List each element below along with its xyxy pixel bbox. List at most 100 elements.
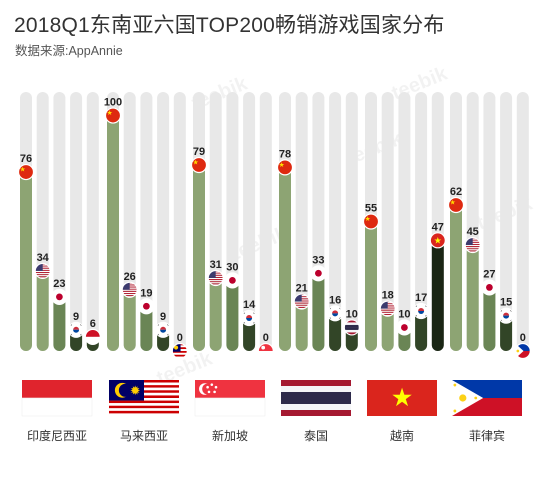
bar-track [516,92,529,351]
bar-track [157,92,170,351]
value-label: 0 [520,332,526,344]
korea-flag-icon [327,305,344,322]
china-flag-icon: ★ [104,107,122,124]
indonesia-flag-icon [84,328,101,345]
bar-vietnam [431,240,444,351]
japan-flag-icon [310,265,327,282]
svg-text:✹: ✹ [130,384,141,399]
bar-japan [140,306,153,351]
malaysia-flag-icon [171,342,188,360]
philippines-flag-icon [452,380,522,416]
japan-flag-icon [138,298,155,315]
bar-korea [415,310,428,351]
bar-group-indonesia: ★76 34 23 96 [17,92,101,351]
value-label: 0 [263,332,269,344]
korea-flag-icon [413,302,430,320]
bar-china [279,167,291,351]
svg-text:★: ★ [450,199,456,207]
china-flag-icon: ★ [276,159,294,176]
value-label: 0 [177,332,183,344]
bar-track [86,92,99,351]
thailand-flag-icon [281,380,351,416]
bar-track [259,92,272,351]
korea-flag-icon [67,321,85,338]
korea-flag-icon [498,307,515,324]
bar-track [140,92,153,351]
value-label: 19 [140,287,152,299]
japan-flag-icon [51,288,68,305]
value-label: 10 [346,308,358,320]
value-label: 30 [226,261,238,273]
china-flag-icon: ★ [362,213,380,230]
value-label: 62 [450,186,462,198]
value-label: 33 [312,254,324,266]
bar-track [295,92,308,351]
bar-korea [243,318,256,351]
vietnam-flag-icon: ★ [367,380,437,416]
value-label: 9 [160,311,166,323]
value-label: 76 [20,153,32,165]
value-label: 31 [210,259,222,271]
country-label-vietnam: 越南 [389,429,414,443]
value-label: 23 [53,278,65,290]
usa-flag-icon [121,281,138,298]
country-label-thailand: 泰国 [303,429,328,443]
usa-flag-icon [293,293,310,310]
china-flag-icon: ★ [190,156,208,174]
value-label: 45 [467,226,479,238]
bar-china [193,164,205,351]
value-label: 47 [432,221,444,233]
value-label: 10 [398,308,410,320]
bar-track [398,92,411,351]
svg-text:★: ★ [434,236,442,246]
svg-text:★: ★ [193,159,199,167]
bar-track [345,92,358,351]
bar-group-malaysia: ★100 26 19 90 [104,92,188,360]
china-flag-icon: ★ [17,163,35,181]
svg-text:★: ★ [107,109,113,117]
bar-usa [36,270,49,351]
japan-flag-icon [396,319,413,336]
bar-track [243,92,256,351]
bar-korea [329,313,342,351]
bar-group-singapore: ★79 31 30 14 0 [190,92,274,360]
value-label: 6 [90,318,96,330]
country-label-philippines: 菲律宾 [468,429,505,443]
bar-usa [381,308,394,351]
value-label: 79 [193,146,205,158]
japan-flag-icon [224,272,241,289]
bar-track [70,92,83,351]
korea-flag-icon [155,321,172,338]
bar-japan [226,280,239,351]
bar-track [53,92,66,351]
bar-usa [466,245,479,351]
bar-china [107,115,119,351]
value-label: 26 [124,271,136,283]
chart-title: 2018Q1东南亚六国TOP200畅销游戏国家分布 [14,14,445,37]
malaysia-flag-icon: ✹ [109,380,179,416]
bar-group-philippines: ★62 45 27 15 0 [447,92,531,360]
vietnam-flag-icon: ★ [429,232,446,249]
bar-track [415,92,428,351]
value-label: 21 [296,283,308,295]
usa-flag-icon [379,300,396,317]
bar-japan [53,296,66,351]
country-label-malaysia: 马来西亚 [119,429,168,443]
bar-korea [500,315,513,351]
bar-track [329,92,342,351]
value-label: 9 [73,311,79,323]
bar-japan [312,273,325,351]
value-label: 55 [365,203,377,215]
usa-flag-icon [34,262,51,280]
usa-flag-icon [207,269,224,287]
value-label: 15 [500,297,512,309]
japan-flag-icon [481,279,498,296]
bar-china [450,205,462,351]
country-label-singapore: 新加坡 [211,429,248,443]
bar-track [500,92,513,351]
svg-text:★: ★ [279,161,285,169]
svg-text:★: ★ [391,383,414,412]
philippines-flag-icon [514,342,531,360]
svg-text:★: ★ [365,215,371,223]
bar-usa [295,301,308,351]
